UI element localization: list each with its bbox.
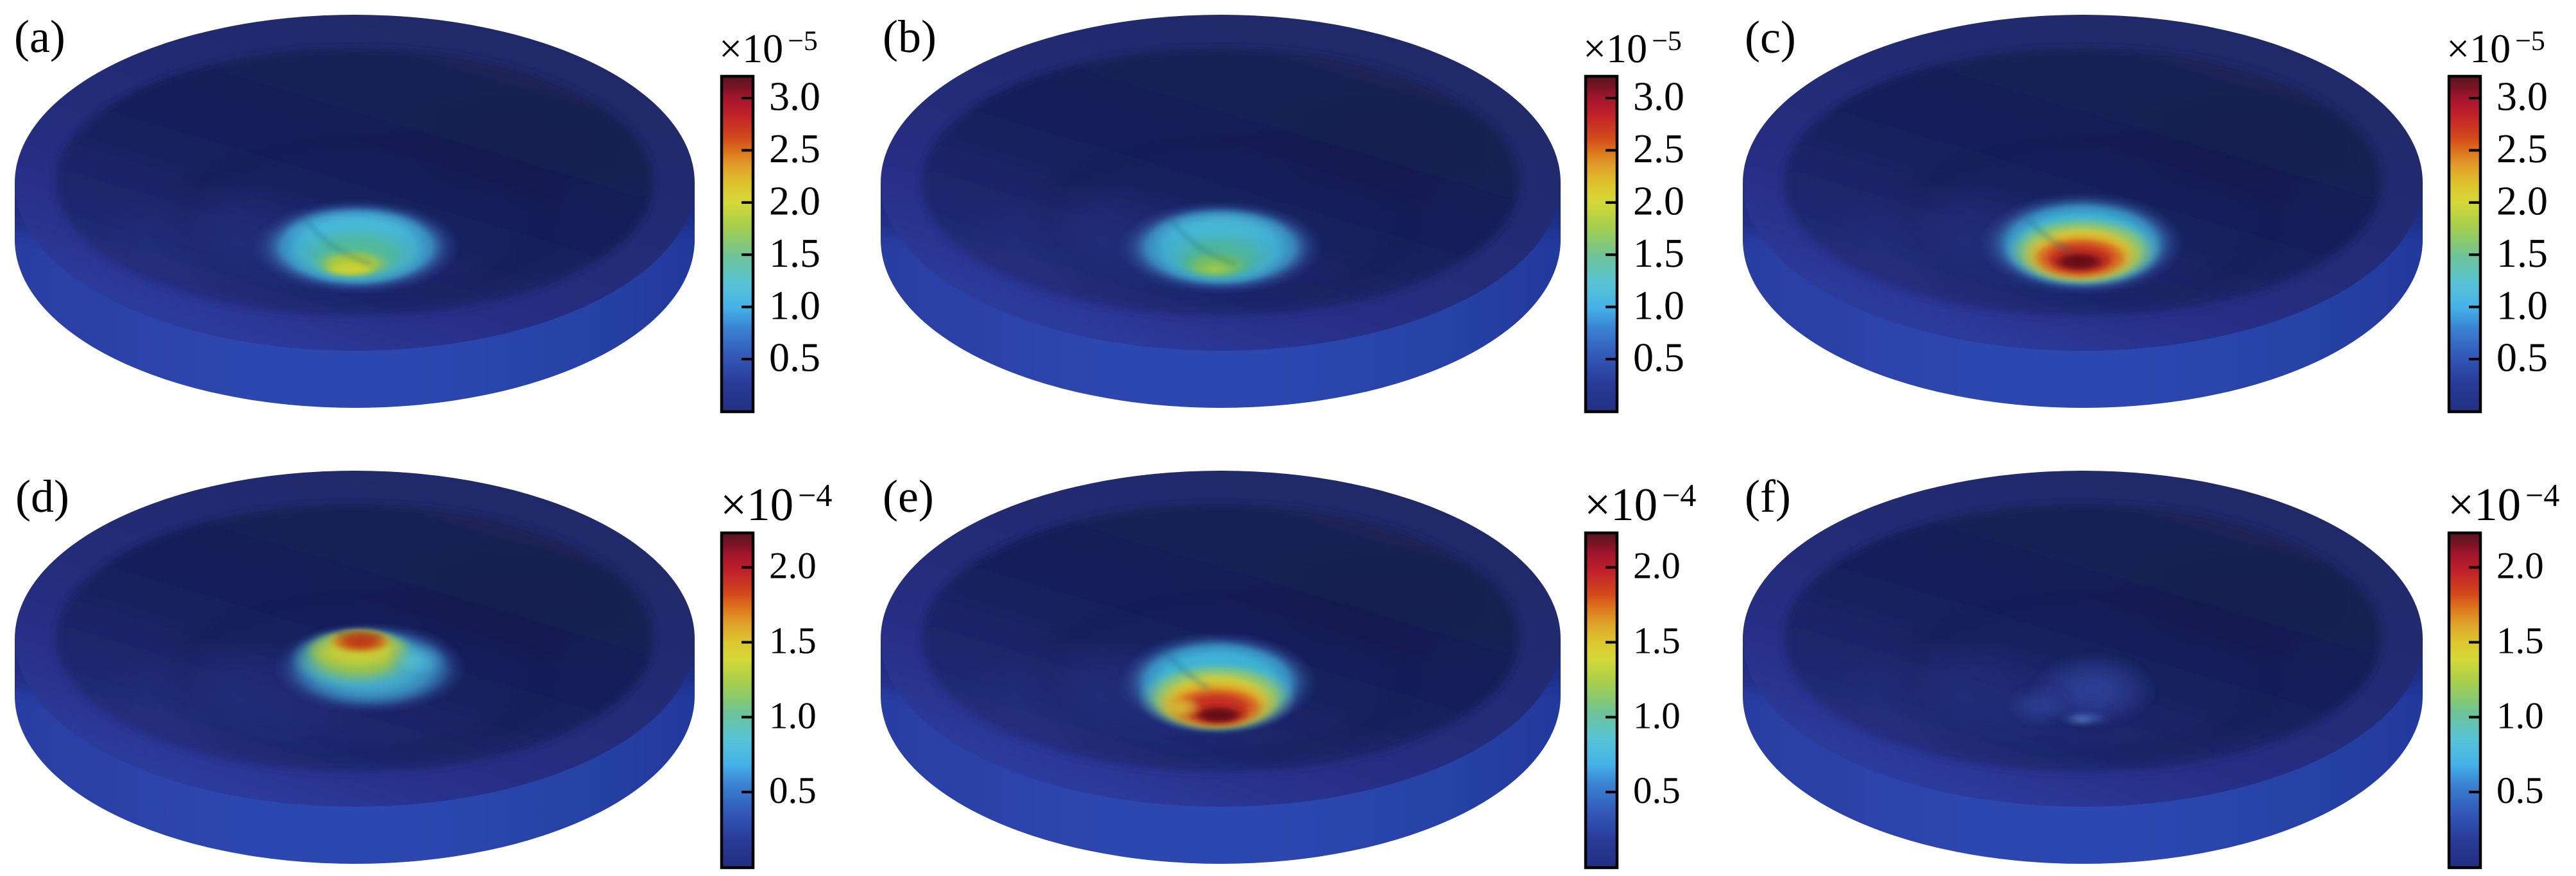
svg-text:0.5: 0.5 (1633, 335, 1684, 380)
svg-text:1.5: 1.5 (2496, 230, 2548, 276)
svg-text:3.0: 3.0 (1633, 74, 1684, 119)
svg-text:0.5: 0.5 (2496, 335, 2548, 380)
svg-text:2.5: 2.5 (1633, 126, 1684, 171)
svg-text:1.5: 1.5 (769, 619, 817, 662)
svg-text:(b): (b) (883, 11, 936, 62)
svg-text:3.0: 3.0 (769, 74, 820, 119)
svg-text:(e): (e) (883, 471, 934, 522)
svg-text:(d): (d) (15, 471, 69, 522)
svg-text:2.0: 2.0 (2496, 544, 2544, 587)
svg-text:2.0: 2.0 (1633, 544, 1681, 587)
svg-text:0.5: 0.5 (2496, 769, 2544, 811)
svg-text:1.5: 1.5 (1633, 230, 1684, 276)
svg-text:2.0: 2.0 (1633, 178, 1684, 224)
svg-text:0.5: 0.5 (1633, 769, 1681, 811)
svg-text:1.5: 1.5 (1633, 619, 1681, 662)
svg-text:2.5: 2.5 (769, 126, 820, 171)
svg-text:1.0: 1.0 (769, 694, 817, 736)
svg-text:1.0: 1.0 (2496, 694, 2544, 736)
svg-text:0.5: 0.5 (769, 769, 817, 811)
svg-text:3.0: 3.0 (2496, 74, 2548, 119)
svg-text:1.0: 1.0 (1633, 282, 1684, 328)
svg-text:2.0: 2.0 (769, 544, 817, 587)
svg-text:1.0: 1.0 (2496, 282, 2548, 328)
svg-text:×10−5: ×10 −5 (2446, 25, 2545, 71)
svg-text:2.0: 2.0 (2496, 178, 2548, 224)
svg-text:(c): (c) (1745, 12, 1796, 63)
svg-text:(f): (f) (1745, 471, 1791, 522)
svg-text:×10−4: ×10 −4 (1584, 477, 1696, 530)
svg-text:×10−4: ×10 −4 (720, 477, 832, 530)
svg-text:1.5: 1.5 (2496, 619, 2544, 662)
svg-text:1.0: 1.0 (1633, 694, 1681, 736)
svg-text:0.5: 0.5 (769, 335, 820, 380)
svg-text:1.5: 1.5 (769, 230, 820, 276)
svg-text:2.5: 2.5 (2496, 126, 2548, 171)
svg-text:2.0: 2.0 (769, 178, 820, 224)
svg-text:×10−5: ×10 −5 (719, 25, 818, 71)
svg-text:(a): (a) (14, 11, 65, 62)
svg-text:1.0: 1.0 (769, 282, 820, 328)
